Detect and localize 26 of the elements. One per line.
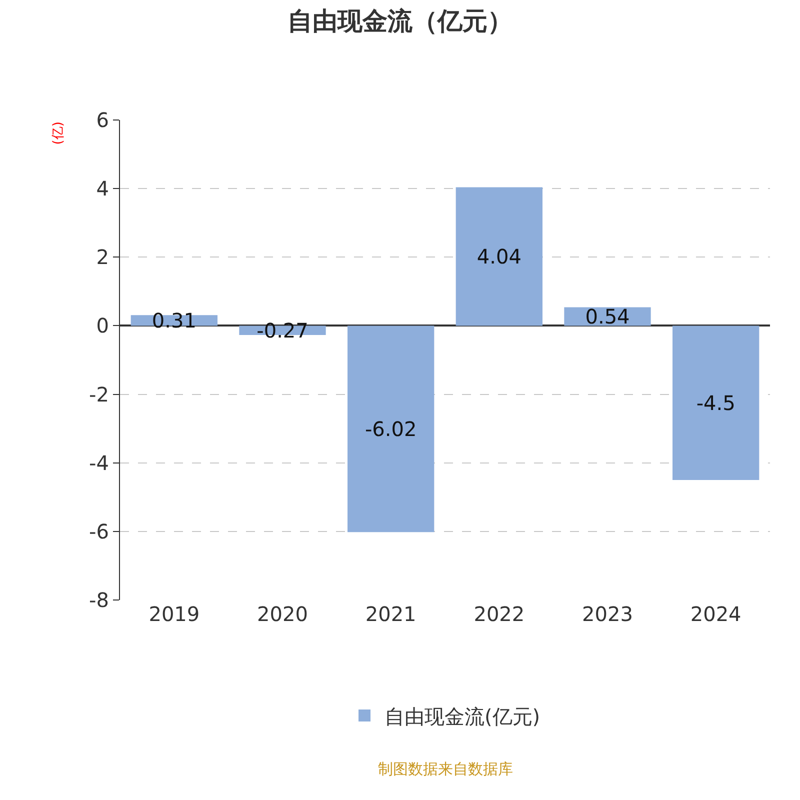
y-tick-label: -2	[89, 382, 109, 406]
bar	[348, 326, 434, 532]
x-tick-label: 2024	[690, 602, 742, 626]
data-label: 0.31	[152, 308, 196, 332]
x-tick-label: 2021	[365, 602, 416, 626]
bar	[672, 326, 760, 480]
bar	[456, 187, 542, 326]
x-tick-label: 2023	[582, 602, 633, 626]
y-tick-label: -6	[89, 519, 109, 544]
y-tick-label: 2	[96, 245, 109, 270]
y-axis-title: (亿)	[50, 122, 66, 145]
y-tick-label: 6	[96, 108, 109, 132]
chart-title: 自由现金流（亿元）	[288, 6, 512, 36]
text: 制图数据来自数据库	[378, 760, 513, 778]
data-label: -6.02	[364, 416, 417, 441]
y-tick-label: 0	[96, 314, 109, 338]
x-tick-label: 2022	[474, 602, 525, 626]
data-label: -4.5	[696, 390, 736, 415]
x-tick-label: 2019	[148, 602, 200, 626]
data-label: 4.04	[476, 244, 522, 268]
y-tick-label: -8	[89, 588, 109, 612]
data-label: 0.54	[585, 304, 630, 328]
legend-label: 自由现金流(亿元)	[384, 704, 540, 728]
x-tick-label: 2020	[257, 602, 308, 626]
y-tick-label: -4	[89, 450, 109, 475]
y-tick-label: 4	[96, 176, 109, 201]
